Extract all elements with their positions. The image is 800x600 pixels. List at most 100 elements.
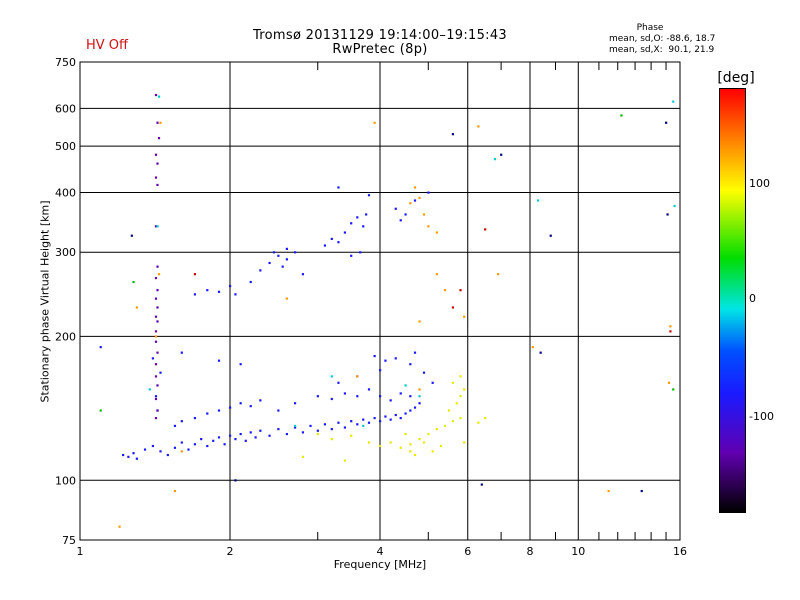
data-point	[394, 413, 397, 417]
y-tick-label: 100	[55, 474, 76, 487]
data-point	[404, 412, 407, 415]
data-point	[672, 388, 675, 391]
data-point	[293, 424, 297, 428]
data-point	[413, 186, 417, 189]
data-point	[234, 479, 237, 482]
data-point	[157, 137, 161, 140]
data-point	[413, 199, 417, 202]
data-point	[356, 423, 359, 426]
y-tick-label: 300	[55, 246, 76, 259]
y-tick-label: 750	[55, 56, 76, 69]
data-point	[399, 416, 402, 420]
data-point	[463, 441, 466, 444]
data-point	[159, 371, 162, 374]
data-point	[379, 369, 382, 372]
data-point	[156, 351, 159, 354]
data-point	[154, 93, 158, 97]
x-tick-label: 1	[77, 545, 84, 558]
data-point	[309, 424, 312, 428]
data-point	[356, 216, 359, 219]
data-point	[549, 234, 552, 237]
data-point	[359, 251, 362, 254]
data-point	[409, 443, 412, 446]
data-point	[217, 409, 221, 412]
data-point	[180, 420, 183, 423]
data-point	[477, 125, 480, 128]
data-point	[330, 375, 333, 378]
y-tick-label: 400	[55, 186, 76, 199]
data-point	[418, 437, 421, 441]
data-point	[413, 453, 417, 457]
data-point	[443, 289, 447, 292]
data-point	[206, 289, 209, 292]
data-point	[127, 455, 130, 458]
data-point	[217, 290, 221, 293]
data-point	[157, 95, 161, 98]
data-point	[337, 421, 340, 424]
data-point	[427, 432, 430, 436]
data-point	[418, 395, 421, 398]
data-point	[148, 388, 151, 391]
data-point	[500, 153, 503, 156]
data-point	[384, 359, 387, 362]
data-point	[316, 432, 319, 436]
data-point	[301, 431, 305, 434]
data-point	[301, 455, 305, 458]
data-point	[367, 421, 371, 424]
data-point	[180, 441, 183, 444]
data-point	[356, 375, 359, 378]
data-point	[316, 429, 319, 432]
data-point	[193, 293, 197, 296]
data-point	[154, 340, 158, 343]
data-point	[422, 371, 426, 374]
data-point	[539, 351, 542, 354]
data-point	[431, 381, 434, 384]
data-point	[669, 325, 672, 328]
x-tick-label: 16	[673, 545, 687, 558]
data-point	[143, 448, 147, 451]
data-point	[285, 297, 288, 300]
data-point	[122, 453, 125, 457]
data-point	[379, 420, 382, 423]
data-point	[259, 429, 262, 432]
data-point	[156, 289, 159, 292]
data-point	[200, 437, 203, 441]
data-point	[229, 284, 232, 288]
data-point	[343, 459, 347, 462]
x-axis-label: Frequency [MHz]	[333, 558, 427, 571]
data-point	[404, 213, 407, 216]
data-point	[156, 320, 159, 323]
data-point	[409, 395, 412, 398]
data-point	[154, 153, 158, 156]
data-point	[343, 231, 347, 234]
data-point	[151, 357, 155, 360]
data-point	[154, 375, 158, 378]
data-point	[620, 114, 623, 117]
data-point	[159, 121, 162, 124]
data-point	[431, 450, 434, 453]
data-point	[193, 416, 197, 420]
data-point	[130, 234, 133, 237]
hv-status-label: HV Off	[86, 38, 128, 53]
data-point	[389, 418, 392, 421]
data-point	[493, 158, 497, 161]
data-point	[268, 261, 271, 265]
data-point	[330, 237, 333, 241]
data-point	[239, 432, 242, 436]
data-point	[435, 428, 438, 431]
data-point	[399, 446, 402, 449]
data-point	[379, 444, 382, 448]
data-point	[99, 409, 102, 412]
data-point	[367, 388, 371, 391]
data-point	[293, 402, 297, 405]
data-point	[451, 381, 455, 384]
data-point	[531, 346, 534, 349]
chart-subtitle: RwPretec (8p)	[332, 42, 428, 57]
x-tick-label: 4	[377, 545, 384, 558]
data-point	[316, 395, 319, 398]
data-point	[154, 416, 158, 420]
data-point	[362, 225, 365, 228]
data-point	[154, 335, 158, 338]
data-point	[451, 306, 455, 309]
